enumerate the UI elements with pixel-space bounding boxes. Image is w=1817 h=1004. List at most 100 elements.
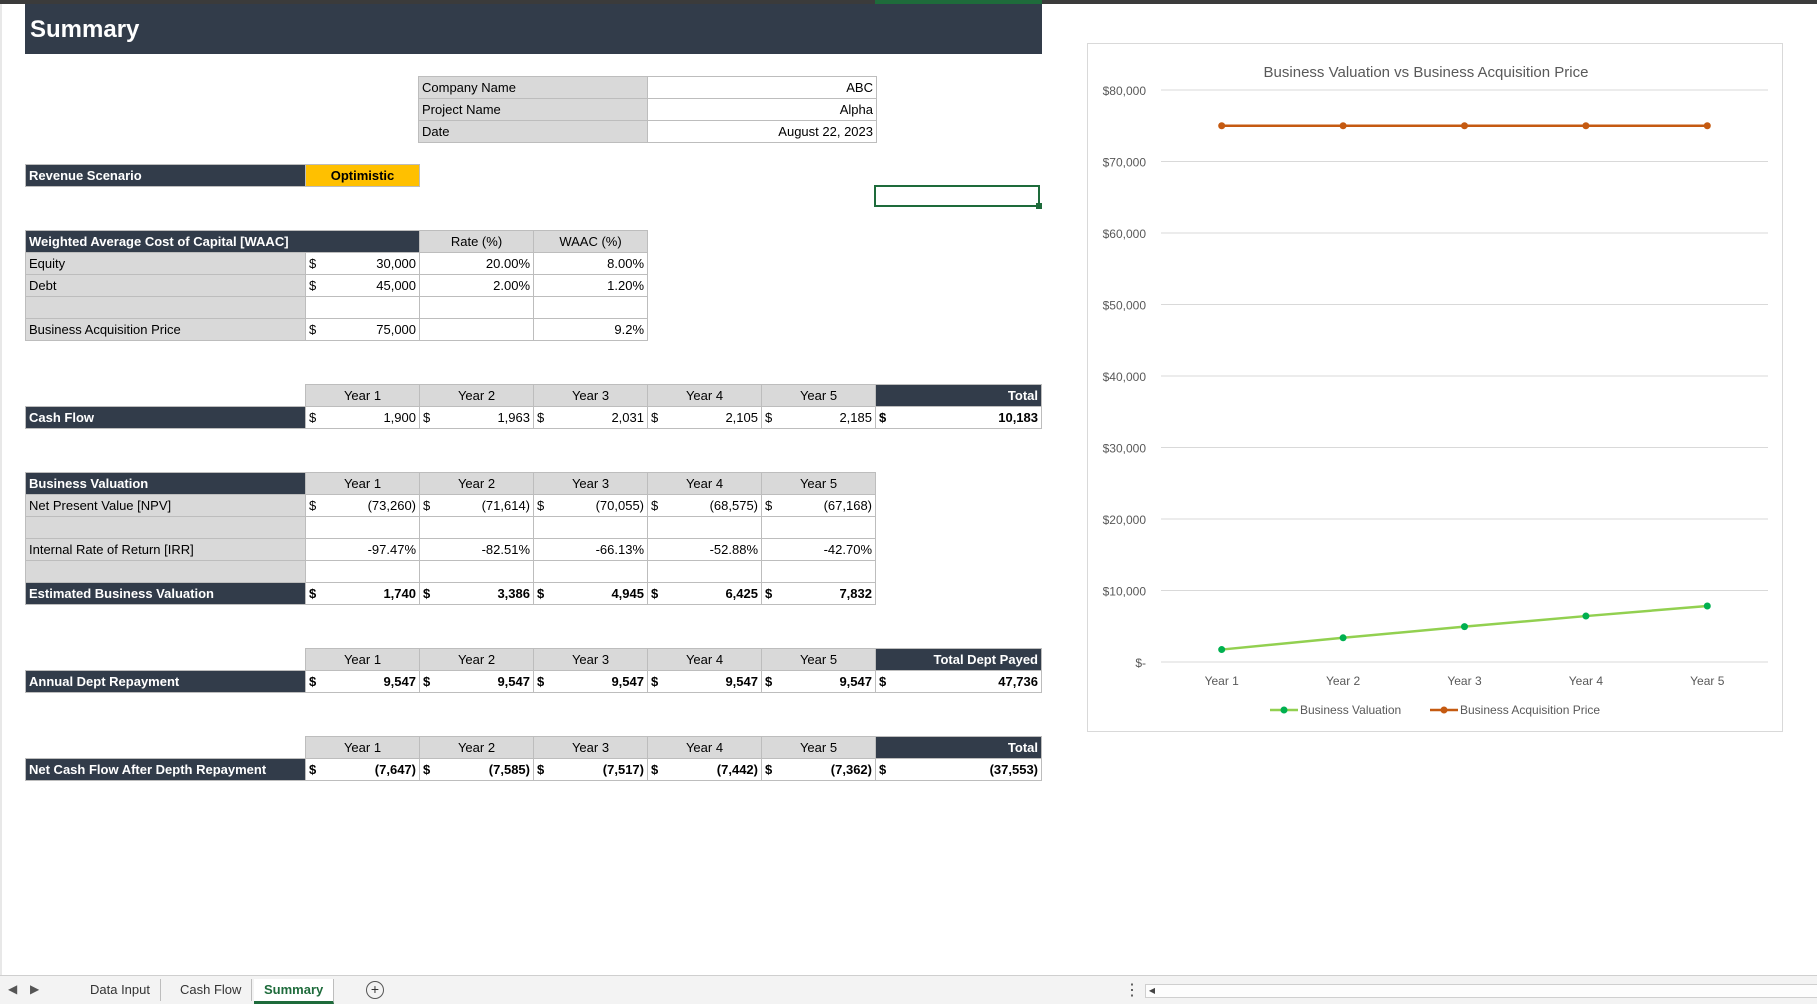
y-tick-label: $80,000 xyxy=(1103,84,1147,98)
waac-row-equity[interactable]: Equity $30,000 20.00% 8.00% xyxy=(25,252,649,275)
legend-label: Business Valuation xyxy=(1300,703,1401,717)
cashflow-total[interactable]: $10,183 xyxy=(875,406,1042,429)
x-tick-label: Year 2 xyxy=(1326,674,1361,688)
waac-pct-header[interactable]: WAAC (%) xyxy=(533,230,649,253)
tab-cash-flow[interactable]: Cash Flow xyxy=(170,979,253,1001)
equity-amount[interactable]: $30,000 xyxy=(304,252,421,275)
selected-cell[interactable] xyxy=(874,185,1042,209)
cashflow-value[interactable]: $1,963 xyxy=(419,406,534,429)
company-name-value[interactable]: ABC xyxy=(647,76,877,99)
cashflow-value[interactable]: $1,900 xyxy=(305,406,420,429)
npv-row[interactable]: Net Present Value [NPV] $ (73,260) $ (71,6… xyxy=(25,494,876,517)
data-point xyxy=(1582,612,1590,620)
sheet-tab-bar: ◀ ▶ Data Input Cash Flow Summary + ⋮ ◀ xyxy=(0,975,1817,1004)
cf-year-5[interactable]: Year 5 xyxy=(761,384,876,407)
scroll-left-arrow-icon[interactable]: ◀ xyxy=(1148,986,1156,995)
cashflow-table: Year 1 Year 2 Year 3 Year 4 Year 5 Total… xyxy=(25,384,1042,429)
chart-svg: Business Valuation vs Business Acquisiti… xyxy=(1103,64,1768,717)
data-point xyxy=(1461,623,1468,631)
debt-waac[interactable]: 1.20% xyxy=(533,274,649,297)
data-point xyxy=(1582,122,1590,130)
cf-year-4[interactable]: Year 4 xyxy=(647,384,762,407)
equity-rate[interactable]: 20.00% xyxy=(419,252,535,275)
y-tick-label: $20,000 xyxy=(1103,513,1147,527)
y-tick-label: $70,000 xyxy=(1103,156,1147,170)
data-point xyxy=(1703,122,1711,130)
chart-title: Business Valuation vs Business Acquisiti… xyxy=(1264,64,1589,81)
more-options-icon[interactable]: ⋮ xyxy=(1124,982,1140,999)
project-name-value[interactable]: Alpha xyxy=(647,98,877,121)
equity-label[interactable]: Equity xyxy=(25,252,306,275)
revenue-scenario-label[interactable]: Revenue Scenario xyxy=(25,164,306,187)
waac-header[interactable]: Weighted Average Cost of Capital [WAAC] xyxy=(24,230,421,253)
info-table: Company Name ABC Project Name Alpha Date… xyxy=(418,76,877,143)
repayment-row[interactable]: Annual Dept Repayment $9,547 $9,547 $9,5… xyxy=(25,670,1042,693)
netcash-label[interactable]: Net Cash Flow After Depth Repayment xyxy=(25,758,306,781)
acquisition-waac[interactable]: 9.2% xyxy=(533,318,649,341)
debt-amount[interactable]: $45,000 xyxy=(304,274,421,297)
cf-year-3[interactable]: Year 3 xyxy=(533,384,648,407)
cashflow-value[interactable]: $2,031 xyxy=(533,406,648,429)
date-label[interactable]: Date xyxy=(418,120,648,143)
rate-header[interactable]: Rate (%) xyxy=(419,230,535,253)
cashflow-label[interactable]: Cash Flow xyxy=(25,406,306,429)
project-name-label[interactable]: Project Name xyxy=(418,98,648,121)
netcash-total-header[interactable]: Total xyxy=(875,736,1042,759)
y-tick-label: $30,000 xyxy=(1103,442,1147,456)
acquisition-price-label[interactable]: Business Acquisition Price xyxy=(25,318,306,341)
tab-summary[interactable]: Summary xyxy=(254,979,335,1004)
waac-row-debt[interactable]: Debt $45,000 2.00% 1.20% xyxy=(25,274,649,297)
date-value[interactable]: August 22, 2023 xyxy=(647,120,877,143)
waac-row-acquisition[interactable]: Business Acquisition Price $75,000 9.2% xyxy=(25,318,649,341)
legend-marker xyxy=(1440,706,1448,714)
irr-row[interactable]: Internal Rate of Return [IRR] -97.47% -8… xyxy=(25,538,876,561)
est-valuation-label[interactable]: Estimated Business Valuation xyxy=(25,582,306,605)
cashflow-value[interactable]: $2,105 xyxy=(647,406,762,429)
valuation-header[interactable]: Business Valuation xyxy=(25,472,306,495)
tab-data-input[interactable]: Data Input xyxy=(80,979,161,1001)
cashflow-row[interactable]: Cash Flow $1,900 $1,963 $2,031 $2,105 $2… xyxy=(25,406,1042,429)
debt-rate[interactable]: 2.00% xyxy=(419,274,535,297)
x-tick-label: Year 3 xyxy=(1447,674,1482,688)
tab-scroll-left-icon[interactable]: ◀ xyxy=(8,982,18,996)
cf-year-2[interactable]: Year 2 xyxy=(419,384,534,407)
company-name-label[interactable]: Company Name xyxy=(418,76,648,99)
netcash-total[interactable]: $ (37,553) xyxy=(875,758,1042,781)
repayment-total-header[interactable]: Total Dept Payed xyxy=(875,648,1042,671)
repayment-table: Year 1 Year 2 Year 3 Year 4 Year 5 Total… xyxy=(25,648,1042,693)
acquisition-price-amount[interactable]: $75,000 xyxy=(304,318,421,341)
cf-total-header[interactable]: Total xyxy=(875,384,1042,407)
horizontal-scrollbar[interactable]: ◀ xyxy=(1145,984,1817,998)
tab-scroll-right-icon[interactable]: ▶ xyxy=(30,982,40,996)
data-point xyxy=(1218,122,1226,130)
y-tick-label: $40,000 xyxy=(1103,370,1147,384)
netcash-row[interactable]: Net Cash Flow After Depth Repayment $ (7,… xyxy=(25,758,1042,781)
cashflow-value[interactable]: $2,185 xyxy=(761,406,876,429)
x-tick-label: Year 1 xyxy=(1205,674,1240,688)
debt-label[interactable]: Debt xyxy=(25,274,306,297)
valuation-chart[interactable]: Business Valuation vs Business Acquisiti… xyxy=(1087,43,1783,732)
npv-label[interactable]: Net Present Value [NPV] xyxy=(25,494,306,517)
info-row-company[interactable]: Company Name ABC xyxy=(418,76,877,99)
y-tick-label: $50,000 xyxy=(1103,299,1147,313)
y-tick-label: $60,000 xyxy=(1103,227,1147,241)
data-point xyxy=(1339,122,1347,130)
repayment-total[interactable]: $47,736 xyxy=(875,670,1042,693)
est-valuation-row[interactable]: Estimated Business Valuation $1,740 $3,3… xyxy=(25,582,876,605)
waac-table: Weighted Average Cost of Capital [WAAC] … xyxy=(24,230,649,341)
info-row-project[interactable]: Project Name Alpha xyxy=(418,98,877,121)
repayment-label[interactable]: Annual Dept Repayment xyxy=(25,670,306,693)
irr-label[interactable]: Internal Rate of Return [IRR] xyxy=(25,538,306,561)
revenue-scenario-value[interactable]: Optimistic xyxy=(305,164,420,187)
y-tick-label: $10,000 xyxy=(1103,585,1147,599)
waac-row-blank[interactable] xyxy=(25,296,649,319)
equity-waac[interactable]: 8.00% xyxy=(533,252,649,275)
page-title: Summary xyxy=(30,16,140,43)
y-tick-label: $- xyxy=(1135,656,1146,670)
data-point xyxy=(1703,602,1711,610)
x-tick-label: Year 5 xyxy=(1690,674,1725,688)
info-row-date[interactable]: Date August 22, 2023 xyxy=(418,120,877,143)
cf-year-1[interactable]: Year 1 xyxy=(305,384,420,407)
add-sheet-icon[interactable]: + xyxy=(366,981,384,999)
x-tick-label: Year 4 xyxy=(1569,674,1604,688)
